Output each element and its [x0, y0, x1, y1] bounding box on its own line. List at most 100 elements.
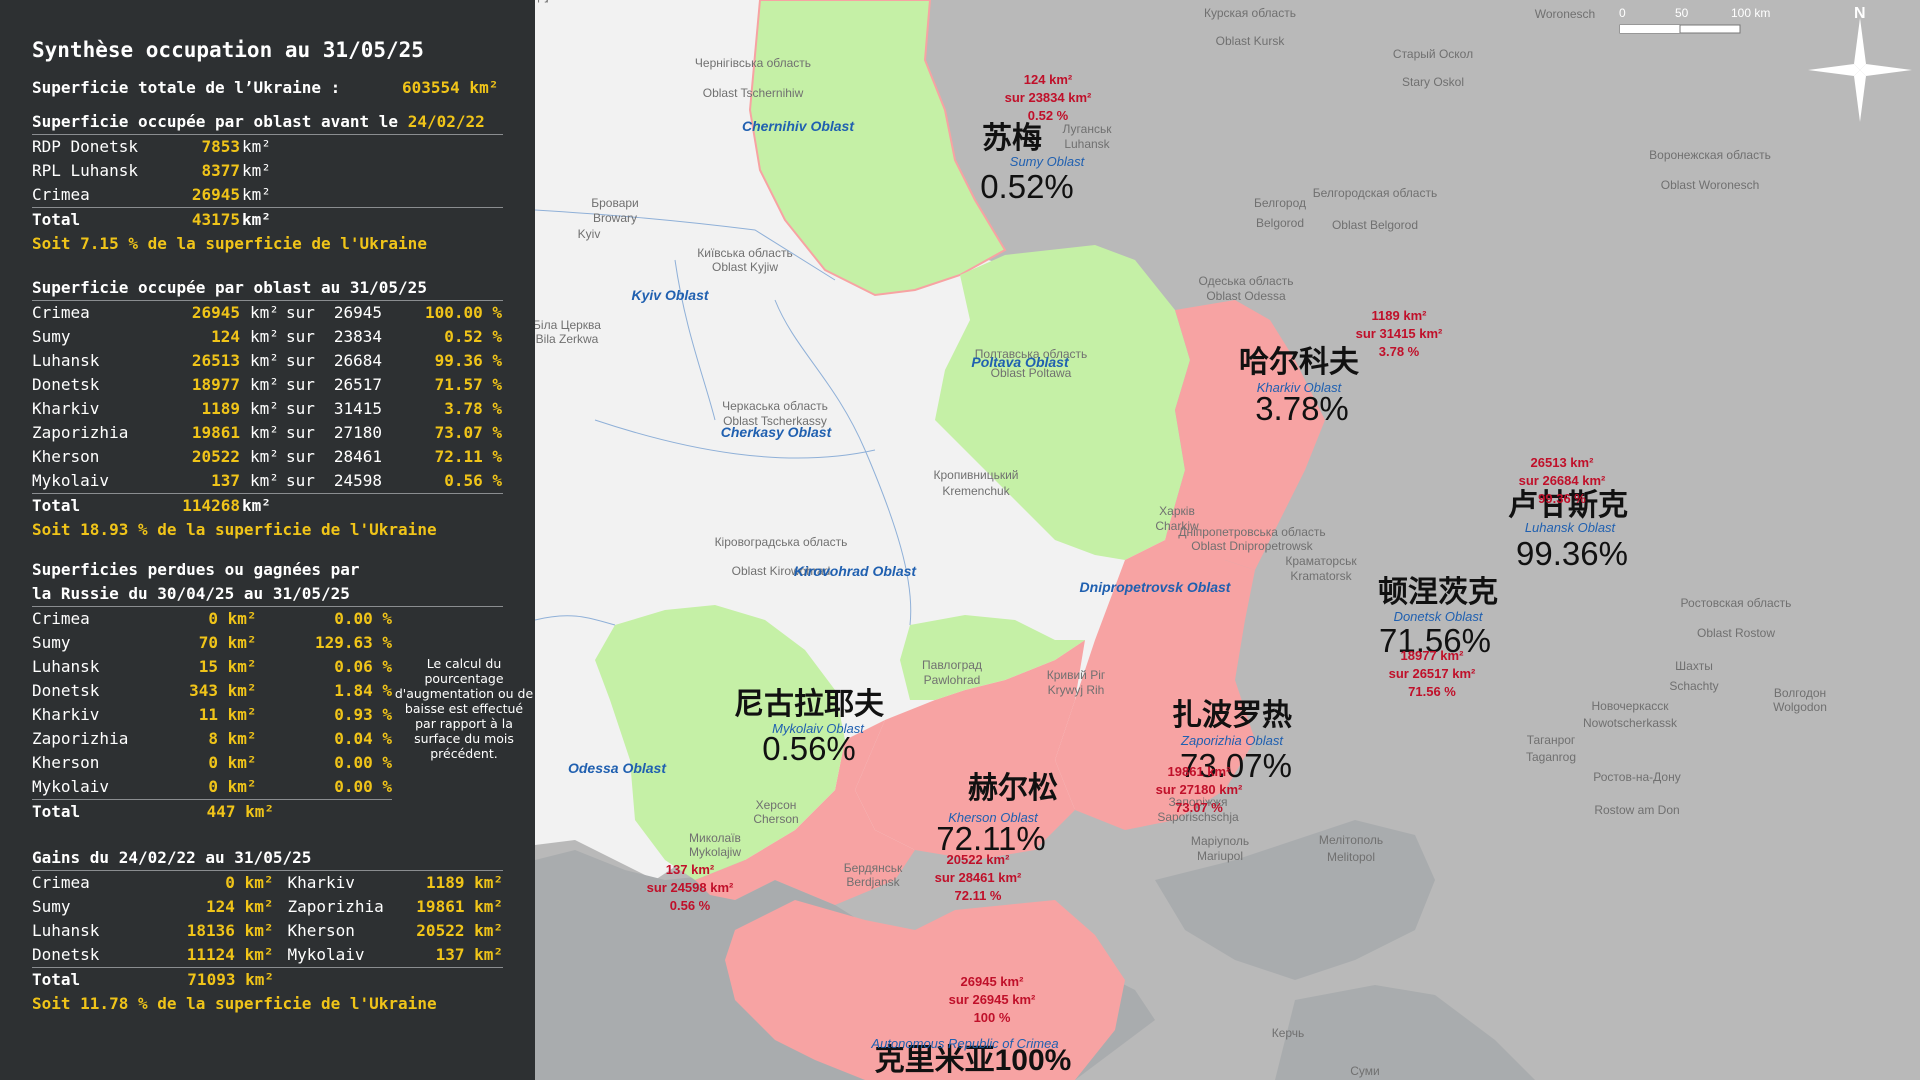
zaporizhia-region[interactable]	[855, 640, 1085, 860]
total-area-value: 603554 km²	[402, 78, 499, 97]
oblast-share: 100 %	[974, 1010, 1011, 1025]
current-row-name: Mykolaiv	[32, 471, 110, 490]
changes-row-name: Sumy	[32, 633, 71, 652]
oblast-occupied: 26945 km²	[961, 974, 1025, 989]
map-area[interactable]: 0 50 100 km N Курская область Oblast Kurs…	[535, 0, 1920, 1080]
changes-row: Zaporizhia 8 km² 0.04 %	[32, 727, 392, 751]
gains-left-name: Crimea	[32, 873, 90, 892]
gains-right-value: 1189 km²	[425, 873, 503, 892]
place-label: Ростовская область	[1681, 596, 1792, 610]
current-row-sur: sur	[286, 375, 315, 394]
scale-mid: 50	[1675, 6, 1689, 20]
changes-row-pct: 0.00 %	[334, 609, 393, 628]
current-row-unit: km²	[250, 447, 279, 466]
before-row-name: RDP Donetsk	[32, 137, 138, 156]
current-row-pct: 0.56 %	[444, 471, 502, 490]
gains-right-name: Kharkiv	[287, 873, 355, 892]
oblast-name: Dnipropetrovsk Oblast	[1080, 579, 1232, 595]
place-label: Oblast Dnipropetrowsk	[1191, 539, 1313, 553]
oblast-pct: 0.56%	[762, 730, 856, 767]
current-row-area: 26945	[333, 303, 382, 322]
current-row-area: 26517	[333, 375, 382, 394]
occupation-map[interactable]: 0 50 100 km N Курская область Oblast Kurs…	[535, 0, 1920, 1080]
changes-row-pct: 0.00 %	[334, 777, 393, 796]
changes-row-value: 11 km²	[198, 705, 257, 724]
zaporizhia-green[interactable]	[900, 615, 1085, 700]
oblast-pct: 72.11%	[936, 820, 1045, 857]
place-label: Oblast Kyjiw	[712, 260, 778, 274]
place-label: Oblast Kursk	[1216, 34, 1286, 48]
place-label: Browary	[593, 211, 637, 225]
changes-total-row: Total 447 km²	[32, 799, 392, 824]
changes-row-value: 0 km²	[208, 609, 257, 628]
place-label: Черкаська область	[722, 399, 828, 413]
oblast-occupied: 124 km²	[1024, 72, 1073, 87]
place-label: Krywyj Rih	[1048, 683, 1105, 697]
oblast-cn-name: 卢甘斯克	[1508, 489, 1628, 522]
current-row-area: 26684	[333, 351, 382, 370]
current-row-sur: sur	[286, 423, 315, 442]
place-label: Дніпропетровська область	[1178, 525, 1325, 539]
scale-max: 100 km	[1731, 6, 1770, 20]
total-area-label: Superficie totale de l’Ukraine :	[32, 78, 341, 97]
place-label: Pawlohrad	[924, 673, 981, 687]
oblast-en-name: Zaporizhia Oblast	[1180, 733, 1284, 748]
before-row-value: 8377	[201, 161, 240, 180]
oblast-share: 99.36 %	[1538, 491, 1586, 506]
changes-row: Luhansk 15 km² 0.06 %	[32, 655, 392, 679]
scale-bar: 0 50 100 km	[1619, 6, 1770, 34]
changes-row-value: 343 km²	[189, 681, 257, 700]
before-row-name: RPL Luhansk	[32, 161, 138, 180]
luhansk-region[interactable]	[1165, 300, 1325, 570]
changes-row-value: 70 km²	[198, 633, 257, 652]
current-row-value: 1189	[201, 399, 240, 418]
kharkiv-region[interactable]	[935, 245, 1190, 560]
place-label: Nowotscherkassk	[1583, 716, 1678, 730]
oblast-total: sur 24598 km²	[647, 880, 734, 895]
changes-row-name: Kherson	[32, 753, 100, 772]
current-row-value: 137	[211, 471, 240, 490]
place-label: Kyiv	[578, 227, 601, 241]
current-row: Kherson 20522 km² sur 28461 72.11 %	[32, 445, 503, 469]
gains-left-name: Luhansk	[32, 921, 100, 940]
place-label: Luhansk	[1064, 137, 1110, 151]
oblast-share: 0.56 %	[670, 898, 711, 913]
oblast-name: Chernihiv Oblast	[742, 118, 855, 134]
place-label: Белгород	[1254, 196, 1306, 210]
oblast-occupied: 19861 km²	[1168, 764, 1232, 779]
oblast-name: Poltava Oblast	[971, 354, 1070, 370]
oblast-occupied: 18977 km²	[1401, 648, 1465, 663]
place-label: Ростов-на-Дону	[1593, 770, 1680, 784]
panel-title: Synthèse occupation au 31/05/25	[32, 38, 424, 62]
changes-row-value: 15 km²	[198, 657, 257, 676]
before-heading-text: Superficie occupée par oblast avant le	[32, 112, 399, 131]
crimea-region[interactable]	[725, 900, 1125, 1080]
oblast-pct: 99.36%	[1516, 535, 1628, 572]
current-row-name: Donetsk	[32, 375, 100, 394]
oblast-pct: 0.52%	[980, 168, 1074, 205]
place-label: Wolgodon	[1773, 700, 1827, 714]
current-row-value: 20522	[191, 447, 240, 466]
gains-left-name: Sumy	[32, 897, 71, 916]
oblast-share: 72.11 %	[955, 888, 1002, 903]
summary-panel: Synthèse occupation au 31/05/25 Superfic…	[0, 0, 535, 1080]
place-label: Мелітополь	[1319, 833, 1383, 847]
place-label: Charkiw	[1155, 519, 1199, 533]
mykolaiv-region[interactable]	[595, 605, 845, 880]
oblast-share: 71.56 %	[1408, 684, 1456, 699]
place-label: Кропивницький	[933, 468, 1018, 482]
changes-row-pct: 1.84 %	[334, 681, 393, 700]
changes-row-pct: 0.04 %	[334, 729, 393, 748]
place-label: Mykolajiw	[689, 845, 741, 859]
oblast-en-name: Luhansk Oblast	[1525, 520, 1617, 535]
donetsk-region[interactable]	[1055, 540, 1255, 830]
oblast-en-name: Autonomous Republic of Crimea	[870, 1036, 1058, 1051]
current-row-unit: km²	[250, 423, 279, 442]
place-label: Oblast Tscherkassy	[723, 414, 827, 428]
current-row-name: Zaporizhia	[32, 423, 129, 442]
oblast-cn-name: 克里米亚100%	[875, 1044, 1072, 1077]
oblast-occupied: 1189 km²	[1372, 308, 1428, 323]
changes-row: Sumy 70 km² 129.63 %	[32, 631, 392, 655]
kherson-region[interactable]	[695, 720, 915, 905]
gains-row: Donetsk 11124 km² Mykolaiv 137 km²	[32, 943, 503, 967]
